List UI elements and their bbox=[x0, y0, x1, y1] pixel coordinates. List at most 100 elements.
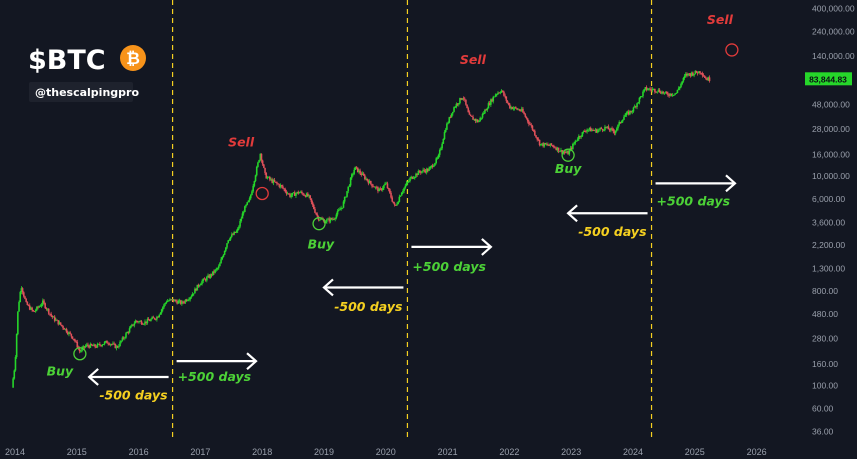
day-arrow-head bbox=[322, 278, 334, 297]
candle-body bbox=[51, 315, 54, 318]
candle-body bbox=[580, 136, 582, 138]
candle-body bbox=[614, 130, 617, 134]
candle-body bbox=[108, 343, 111, 345]
candle-body bbox=[393, 203, 396, 205]
candle-body bbox=[100, 345, 102, 347]
candle-body bbox=[207, 275, 209, 278]
candle-body bbox=[440, 148, 442, 151]
candle-body bbox=[305, 193, 308, 197]
candle-body bbox=[688, 73, 691, 75]
candle-body bbox=[312, 204, 315, 209]
candle-body bbox=[443, 132, 446, 139]
candle-body bbox=[349, 177, 352, 186]
candle-body bbox=[681, 81, 684, 84]
candle-body bbox=[701, 73, 704, 76]
candle-body bbox=[189, 297, 191, 300]
candle-body bbox=[345, 196, 347, 198]
candle-body bbox=[71, 336, 74, 339]
candle-body bbox=[399, 195, 402, 197]
candle-body bbox=[619, 122, 622, 123]
candle-body bbox=[481, 113, 484, 118]
candle-body bbox=[351, 174, 353, 178]
candle-body bbox=[19, 292, 22, 302]
y-tick-label: 10,000.00 bbox=[812, 171, 850, 181]
candle-body bbox=[524, 114, 527, 117]
candle-body bbox=[141, 323, 144, 325]
candle-body bbox=[69, 332, 71, 334]
candle-body bbox=[689, 74, 692, 76]
candle-body bbox=[25, 298, 27, 302]
candle-body bbox=[604, 126, 606, 131]
candle-body bbox=[626, 111, 629, 113]
candle-body bbox=[55, 319, 57, 321]
candle-body bbox=[59, 322, 62, 325]
candle-body bbox=[227, 240, 230, 244]
candle-body bbox=[424, 170, 427, 173]
day-label: -500 days bbox=[99, 387, 167, 402]
y-tick-label: 140,000.00 bbox=[812, 51, 855, 61]
candle-body bbox=[651, 89, 654, 91]
candle-body bbox=[34, 310, 37, 312]
candle-body bbox=[187, 299, 189, 301]
candle-body bbox=[248, 198, 251, 201]
candle-body bbox=[133, 323, 136, 326]
candle-body bbox=[234, 232, 237, 233]
candle-body bbox=[673, 94, 675, 96]
candle-body bbox=[658, 89, 661, 93]
candle-body bbox=[128, 328, 131, 333]
candle-body bbox=[328, 218, 331, 222]
handle-label: @thescalpingpro bbox=[35, 86, 139, 99]
candle-body bbox=[370, 180, 372, 184]
candle-body bbox=[127, 332, 130, 333]
candle-body bbox=[554, 147, 556, 149]
candle-body bbox=[112, 343, 114, 345]
candle-body bbox=[683, 75, 686, 78]
candle-body bbox=[450, 113, 453, 118]
day-label: +500 days bbox=[178, 369, 252, 384]
candle-body bbox=[463, 98, 466, 100]
candle-body bbox=[307, 193, 309, 197]
candle-body bbox=[258, 160, 260, 163]
y-tick-label: 100.00 bbox=[812, 380, 838, 390]
candle-body bbox=[379, 188, 382, 190]
candle-body bbox=[295, 193, 297, 196]
candle-body bbox=[455, 103, 458, 107]
candle-body bbox=[104, 340, 107, 343]
candle-body bbox=[573, 143, 575, 145]
candle-body bbox=[410, 176, 413, 179]
candle-body bbox=[164, 303, 167, 305]
buy-label: Buy bbox=[555, 161, 582, 176]
candle-body bbox=[465, 99, 467, 105]
candle-body bbox=[75, 341, 77, 343]
candle-body bbox=[436, 157, 439, 159]
day-label: +500 days bbox=[412, 259, 486, 274]
y-axis: 36.00 60.00 100.00 160.00 280.00 480.00 800.00… bbox=[805, 3, 855, 437]
ticker-title: $BTC bbox=[28, 45, 106, 76]
y-tick-label: 60.00 bbox=[812, 403, 834, 413]
candle-body bbox=[488, 103, 491, 105]
candle-body bbox=[118, 346, 120, 348]
candle-body bbox=[466, 104, 468, 109]
candle-body bbox=[259, 153, 262, 161]
candle-body bbox=[214, 269, 216, 273]
candle-body bbox=[537, 139, 540, 141]
candle-body bbox=[700, 73, 703, 74]
candle-body bbox=[633, 106, 636, 108]
candle-body bbox=[638, 97, 641, 103]
candle-body bbox=[106, 340, 108, 344]
candle-body bbox=[412, 177, 415, 179]
candle-body bbox=[485, 109, 487, 111]
candle-body bbox=[30, 307, 32, 310]
candle-body bbox=[636, 103, 638, 107]
candle-body bbox=[499, 92, 502, 94]
candle-body bbox=[82, 346, 85, 349]
candle-body bbox=[27, 305, 30, 306]
candle-body bbox=[221, 257, 224, 260]
candle-body bbox=[419, 171, 422, 173]
candle-body bbox=[674, 93, 676, 95]
candle-body bbox=[310, 198, 313, 203]
candle-body bbox=[429, 166, 432, 169]
candle-body bbox=[642, 91, 644, 97]
candle-body bbox=[38, 306, 41, 308]
candle-body bbox=[563, 152, 566, 154]
